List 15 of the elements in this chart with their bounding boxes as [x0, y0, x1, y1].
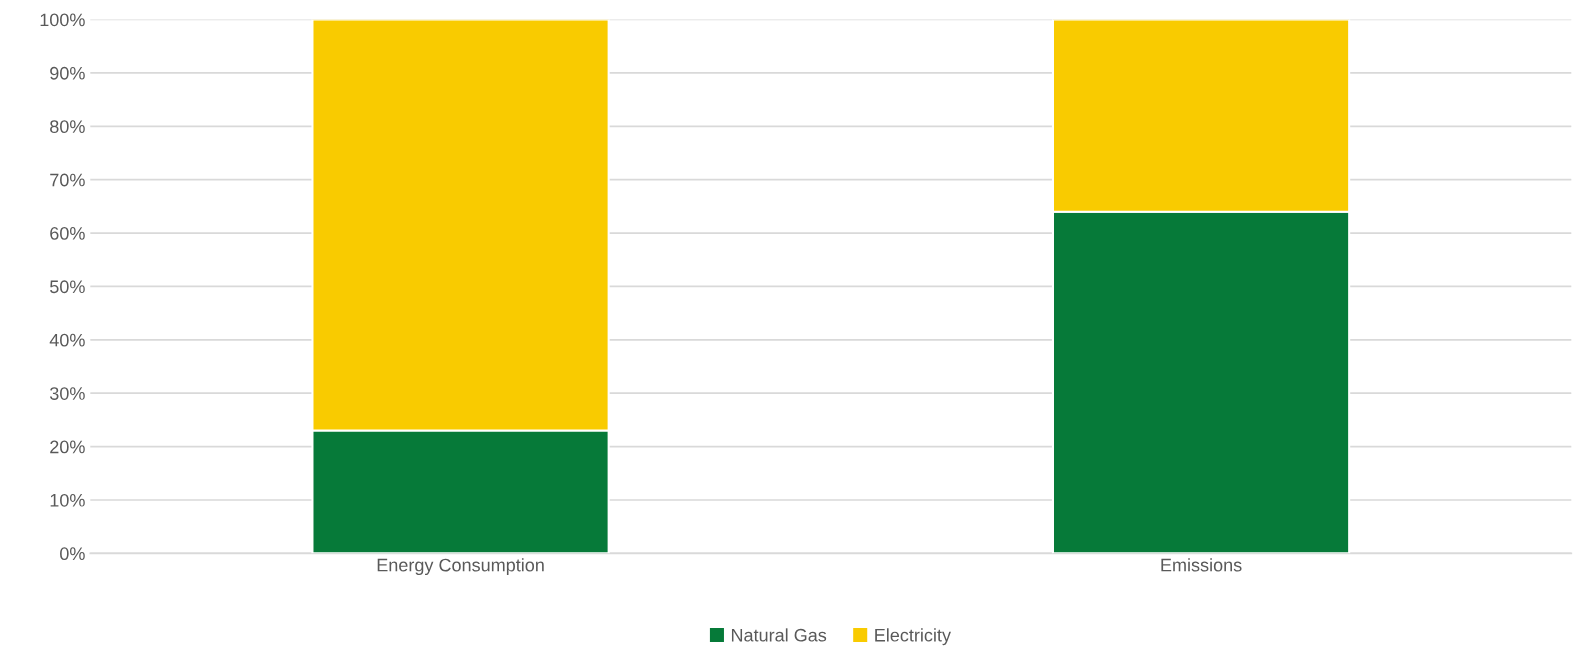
y-tick-label: 100%: [40, 13, 85, 27]
legend-label: Electricity: [875, 628, 951, 646]
x-tick-label: Energy Consumption: [377, 558, 544, 576]
y-tick-label: 70%: [50, 173, 85, 187]
y-tick-label: 90%: [50, 66, 85, 80]
y-tick-label: 50%: [50, 280, 85, 294]
y-tick-label: 20%: [50, 440, 85, 454]
x-tick-label: Emissions: [1161, 558, 1242, 572]
y-tick-label: 0%: [60, 547, 85, 561]
y-tick-label: 80%: [50, 120, 85, 134]
y-tick-label: 10%: [50, 493, 85, 507]
y-tick-label: 30%: [49, 387, 85, 400]
legend-label: Natural Gas: [731, 628, 827, 642]
y-tick-label: 60%: [50, 226, 85, 240]
y-tick-label: 40%: [49, 333, 85, 347]
